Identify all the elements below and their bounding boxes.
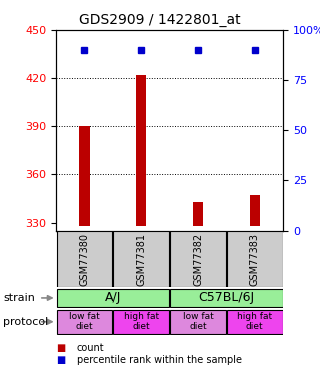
Bar (170, 289, 283, 307)
Text: GSM77380: GSM77380 (79, 232, 89, 286)
Text: count: count (77, 343, 104, 353)
Bar (250, 195, 260, 226)
Text: C57BL/6J: C57BL/6J (198, 291, 254, 304)
Bar (170, 310, 226, 334)
Bar (57, 231, 112, 287)
Text: GSM77383: GSM77383 (250, 232, 260, 286)
Text: high fat
diet: high fat diet (124, 312, 159, 332)
Text: GSM77382: GSM77382 (193, 232, 203, 286)
Text: GDS2909 / 1422801_at: GDS2909 / 1422801_at (79, 13, 241, 27)
Bar (113, 231, 169, 287)
Text: low fat
diet: low fat diet (183, 312, 213, 332)
Bar (136, 75, 146, 226)
Bar (57, 310, 112, 334)
Text: strain: strain (3, 293, 35, 303)
Bar (57, 289, 169, 307)
Text: GSM77381: GSM77381 (136, 232, 146, 286)
Text: protocol: protocol (3, 317, 48, 327)
Bar (227, 231, 283, 287)
Text: ■: ■ (56, 343, 65, 353)
Bar (193, 202, 203, 226)
Bar (113, 310, 169, 334)
Text: low fat
diet: low fat diet (69, 312, 100, 332)
Text: A/J: A/J (105, 291, 121, 304)
Text: percentile rank within the sample: percentile rank within the sample (77, 355, 242, 365)
Bar (227, 310, 283, 334)
Text: ■: ■ (56, 355, 65, 365)
Bar (170, 231, 226, 287)
Bar (79, 126, 90, 226)
Text: high fat
diet: high fat diet (237, 312, 272, 332)
